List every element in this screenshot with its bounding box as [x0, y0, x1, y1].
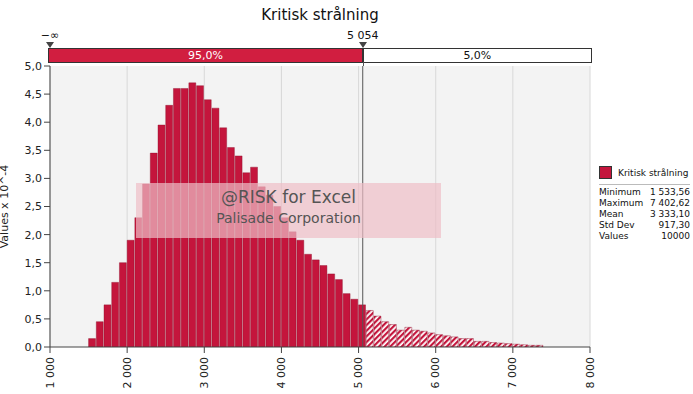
svg-text:5 000: 5 000: [352, 357, 365, 389]
html-text:5,0%: 5,0%: [463, 49, 492, 62]
html-text:Std Dev: Std Dev: [599, 220, 635, 230]
html-text:Mean: Mean: [599, 209, 624, 219]
svg-text:1,0: 1,0: [25, 285, 43, 298]
svg-text:Values x 10^-4: Values x 10^-4: [8, 165, 11, 249]
svg-text:8 000: 8 000: [584, 357, 597, 389]
svg-text:4 000: 4 000: [275, 357, 288, 389]
html-text:Values: Values: [599, 231, 629, 241]
svg-text:2,5: 2,5: [25, 200, 43, 213]
svg-text:6 000: 6 000: [429, 357, 442, 389]
svg-text:0,5: 0,5: [25, 313, 43, 326]
html-text:@RISK for Excel: @RISK for Excel: [221, 187, 356, 207]
svg-text:0,0: 0,0: [25, 341, 43, 354]
html-text:917,30: 917,30: [658, 220, 690, 230]
html-text:5 054: 5 054: [347, 29, 379, 42]
html-text:10000: 10000: [661, 231, 690, 241]
html-text:Kritisk strålning: Kritisk strålning: [261, 6, 379, 24]
html-text:Minimum: Minimum: [599, 187, 641, 197]
svg-text:7 000: 7 000: [506, 357, 519, 389]
html-text:95,0%: 95,0%: [187, 49, 223, 62]
html-text:Palisade Corporation: Palisade Corporation: [216, 210, 361, 226]
svg-text:5,0: 5,0: [25, 60, 43, 73]
svg-text:1,5: 1,5: [25, 257, 43, 270]
svg-text:4,0: 4,0: [25, 116, 43, 129]
svg-text:4,5: 4,5: [25, 88, 43, 101]
svg-text:2 000: 2 000: [121, 357, 134, 389]
html-text:Kritisk strålning: Kritisk strålning: [618, 167, 689, 178]
svg-text:1 000: 1 000: [44, 357, 57, 389]
html-text:Maximum: Maximum: [599, 198, 644, 208]
svg-text:2,0: 2,0: [25, 229, 43, 242]
svg-text:3 000: 3 000: [198, 357, 211, 389]
html-text:1 533,56: 1 533,56: [649, 187, 690, 197]
svg-text:3,5: 3,5: [25, 144, 43, 157]
html-text:3 333,10: 3 333,10: [649, 209, 690, 219]
svg-text:3,0: 3,0: [25, 172, 43, 185]
html-text:7 402,62: 7 402,62: [649, 198, 690, 208]
